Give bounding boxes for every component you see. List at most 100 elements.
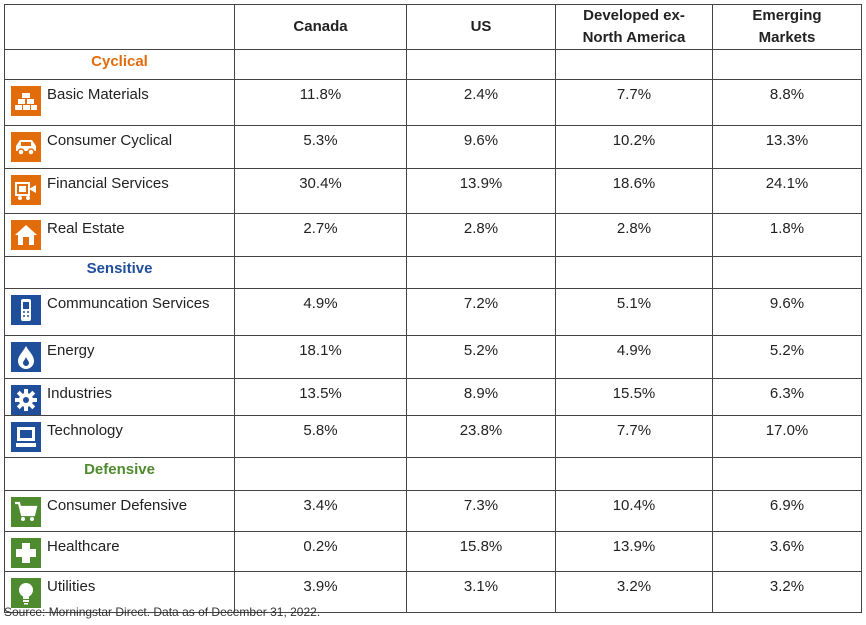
section-heading: Sensitive <box>4 256 235 289</box>
car-icon <box>11 132 41 162</box>
value-cell: 11.8% <box>234 79 407 126</box>
value-cell: 17.0% <box>712 415 862 458</box>
value-cell: 5.2% <box>406 335 556 379</box>
empty-cell <box>712 49 862 80</box>
value-cell: 1.8% <box>712 213 862 257</box>
sector-label: Healthcare <box>47 538 120 555</box>
value-cell: 9.6% <box>406 125 556 169</box>
value-cell: 7.2% <box>406 288 556 336</box>
value-cell: 4.9% <box>555 335 713 379</box>
value-cell: 3.2% <box>712 571 862 613</box>
value-cell: 2.8% <box>555 213 713 257</box>
value-cell: 8.9% <box>406 378 556 416</box>
empty-cell <box>234 256 407 289</box>
table-row: Industries 13.5% 8.9% 15.5% 6.3% <box>4 378 862 416</box>
column-header-us: US <box>406 4 556 50</box>
empty-cell <box>555 457 713 491</box>
value-cell: 3.4% <box>234 490 407 532</box>
section-row-defensive: Defensive <box>4 457 862 491</box>
column-header-emerging: Emerging Markets <box>712 4 862 50</box>
table-row: Healthcare 0.2% 15.8% 13.9% 3.6% <box>4 531 862 572</box>
header-label-cell <box>4 4 235 50</box>
sector-label-cell: Basic Materials <box>4 79 235 126</box>
value-cell: 7.7% <box>555 79 713 126</box>
value-cell: 4.9% <box>234 288 407 336</box>
value-cell: 18.6% <box>555 168 713 214</box>
table-row: Basic Materials 11.8% 2.4% 7.7% 8.8% <box>4 79 862 126</box>
cart-icon <box>11 497 41 527</box>
value-cell: 5.1% <box>555 288 713 336</box>
sector-label: Utilities <box>47 578 96 595</box>
column-header-developed: Developed ex- North America <box>555 4 713 50</box>
house-icon <box>11 220 41 250</box>
table-row: Energy 18.1% 5.2% 4.9% 5.2% <box>4 335 862 379</box>
value-cell: 2.4% <box>406 79 556 126</box>
value-cell: 6.9% <box>712 490 862 532</box>
value-cell: 3.6% <box>712 531 862 572</box>
value-cell: 6.3% <box>712 378 862 416</box>
value-cell: 9.6% <box>712 288 862 336</box>
value-cell: 3.2% <box>555 571 713 613</box>
basic-materials-icon <box>11 86 41 116</box>
financial-services-icon <box>11 175 41 205</box>
value-cell: 2.8% <box>406 213 556 257</box>
phone-icon <box>11 295 41 325</box>
value-cell: 23.8% <box>406 415 556 458</box>
empty-cell <box>555 49 713 80</box>
value-cell: 13.5% <box>234 378 407 416</box>
source-note: Source: Morningstar Direct. Data as of D… <box>4 605 321 619</box>
sector-label-cell: Consumer Cyclical <box>4 125 235 169</box>
value-cell: 15.8% <box>406 531 556 572</box>
sector-label-cell: Communcation Services <box>4 288 235 336</box>
sector-label: Technology <box>47 422 123 439</box>
sector-label-cell: Healthcare <box>4 531 235 572</box>
section-heading: Defensive <box>4 457 235 491</box>
value-cell: 0.2% <box>234 531 407 572</box>
cross-icon <box>11 538 41 568</box>
sector-label-cell: Energy <box>4 335 235 379</box>
value-cell: 8.8% <box>712 79 862 126</box>
sector-table: Canada US Developed ex- North America Eme… <box>4 4 862 613</box>
sector-label: Energy <box>47 342 95 359</box>
sector-label: Industries <box>47 385 113 402</box>
value-cell: 13.3% <box>712 125 862 169</box>
sector-label: Consumer Defensive <box>47 497 188 514</box>
value-cell: 15.5% <box>555 378 713 416</box>
sector-label-cell: Industries <box>4 378 235 416</box>
empty-cell <box>234 457 407 491</box>
table-row: Consumer Defensive 3.4% 7.3% 10.4% 6.9% <box>4 490 862 532</box>
value-cell: 13.9% <box>555 531 713 572</box>
value-cell: 7.3% <box>406 490 556 532</box>
sector-label: Real Estate <box>47 220 125 237</box>
value-cell: 5.3% <box>234 125 407 169</box>
table-row: Communcation Services 4.9% 7.2% 5.1% 9.6% <box>4 288 862 336</box>
empty-cell <box>712 256 862 289</box>
sector-label: Consumer Cyclical <box>47 132 173 149</box>
sector-label-cell: Technology <box>4 415 235 458</box>
lightbulb-icon <box>11 578 41 608</box>
value-cell: 10.2% <box>555 125 713 169</box>
empty-cell <box>555 256 713 289</box>
value-cell: 5.8% <box>234 415 407 458</box>
sector-label-cell: Financial Services <box>4 168 235 214</box>
value-cell: 13.9% <box>406 168 556 214</box>
header-row: Canada US Developed ex- North America Eme… <box>4 4 862 50</box>
empty-cell <box>406 457 556 491</box>
empty-cell <box>406 256 556 289</box>
value-cell: 7.7% <box>555 415 713 458</box>
sector-label: Basic Materials <box>47 86 149 103</box>
value-cell: 3.1% <box>406 571 556 613</box>
empty-cell <box>406 49 556 80</box>
computer-icon <box>11 422 41 452</box>
flame-icon <box>11 342 41 372</box>
value-cell: 30.4% <box>234 168 407 214</box>
value-cell: 5.2% <box>712 335 862 379</box>
table-row: Technology 5.8% 23.8% 7.7% 17.0% <box>4 415 862 458</box>
value-cell: 18.1% <box>234 335 407 379</box>
sector-label: Financial Services <box>47 175 169 192</box>
value-cell: 2.7% <box>234 213 407 257</box>
table-row: Financial Services 30.4% 13.9% 18.6% 24.1% <box>4 168 862 214</box>
column-header-canada: Canada <box>234 4 407 50</box>
empty-cell <box>234 49 407 80</box>
gear-icon <box>11 385 41 415</box>
